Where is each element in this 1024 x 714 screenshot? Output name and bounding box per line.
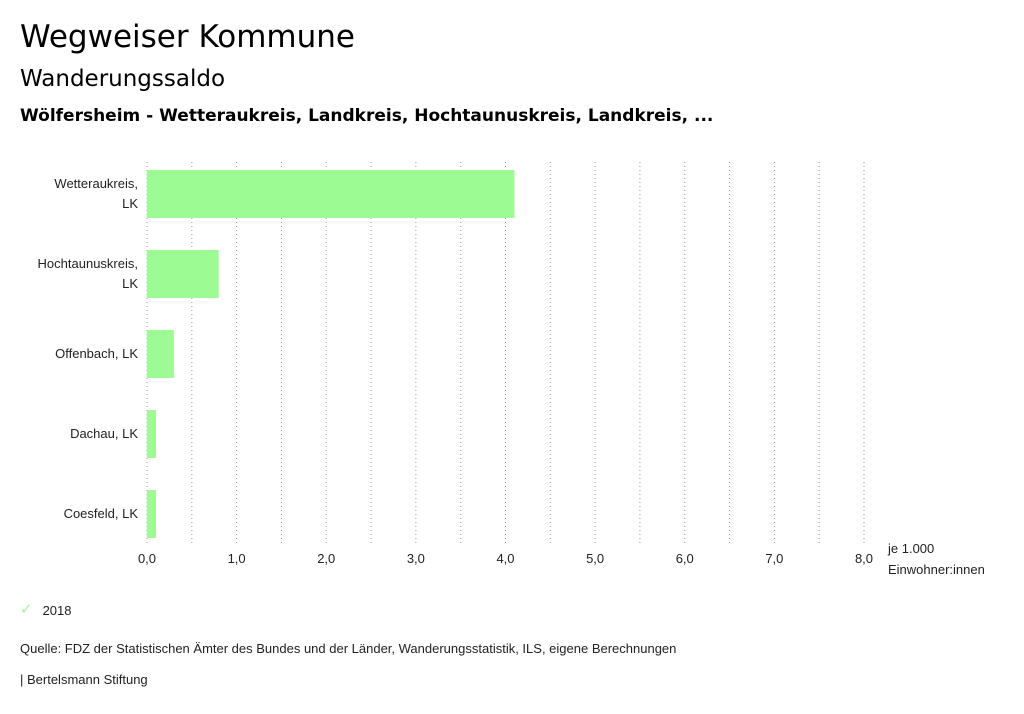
legend-label: 2018	[42, 602, 72, 618]
x-axis-unit-line-1: je 1.000	[888, 541, 935, 556]
check-icon[interactable]: ✓	[20, 601, 33, 618]
chart-subtitle: Wanderungssaldo	[20, 66, 226, 92]
bar	[147, 330, 174, 378]
bar	[147, 410, 156, 458]
x-tick-label: 4,0	[496, 551, 514, 566]
x-tick-label: 7,0	[765, 551, 783, 566]
x-tick-label: 1,0	[228, 551, 246, 566]
x-tick-label: 3,0	[407, 551, 425, 566]
bar	[147, 490, 156, 538]
x-axis-unit-line-2: Einwohner:innen	[888, 562, 985, 577]
bar	[147, 170, 515, 218]
source-note: Quelle: FDZ der Statistischen Ämter des …	[20, 641, 677, 656]
x-axis-unit: je 1.000 Einwohner:innen	[888, 538, 985, 580]
bar-chart: 0,0 1,0 2,0 3,0 4,0 5,0 6,0 7,0 8,0 Wetteraukreis…	[38, 162, 873, 566]
x-tick-label: 6,0	[676, 551, 694, 566]
category-label: Offenbach, LK	[55, 346, 138, 361]
category-label: Dachau, LK	[70, 426, 138, 441]
bar	[147, 250, 219, 298]
page-title: Wegweiser Kommune	[20, 19, 355, 55]
x-tick-label: 0,0	[138, 551, 156, 566]
x-tick-label: 5,0	[586, 551, 604, 566]
legend[interactable]: ✓ 2018	[20, 601, 72, 619]
category-label: Wetteraukreis, LK	[54, 176, 138, 211]
x-tick-label: 8,0	[855, 551, 873, 566]
category-label: Coesfeld, LK	[64, 506, 139, 521]
category-label: Hochtaunuskreis, LK	[38, 256, 139, 291]
brand-note: | Bertelsmann Stiftung	[20, 672, 148, 687]
x-tick-label: 2,0	[317, 551, 335, 566]
region-selection[interactable]: Wölfersheim - Wetteraukreis, Landkreis, …	[20, 106, 714, 126]
